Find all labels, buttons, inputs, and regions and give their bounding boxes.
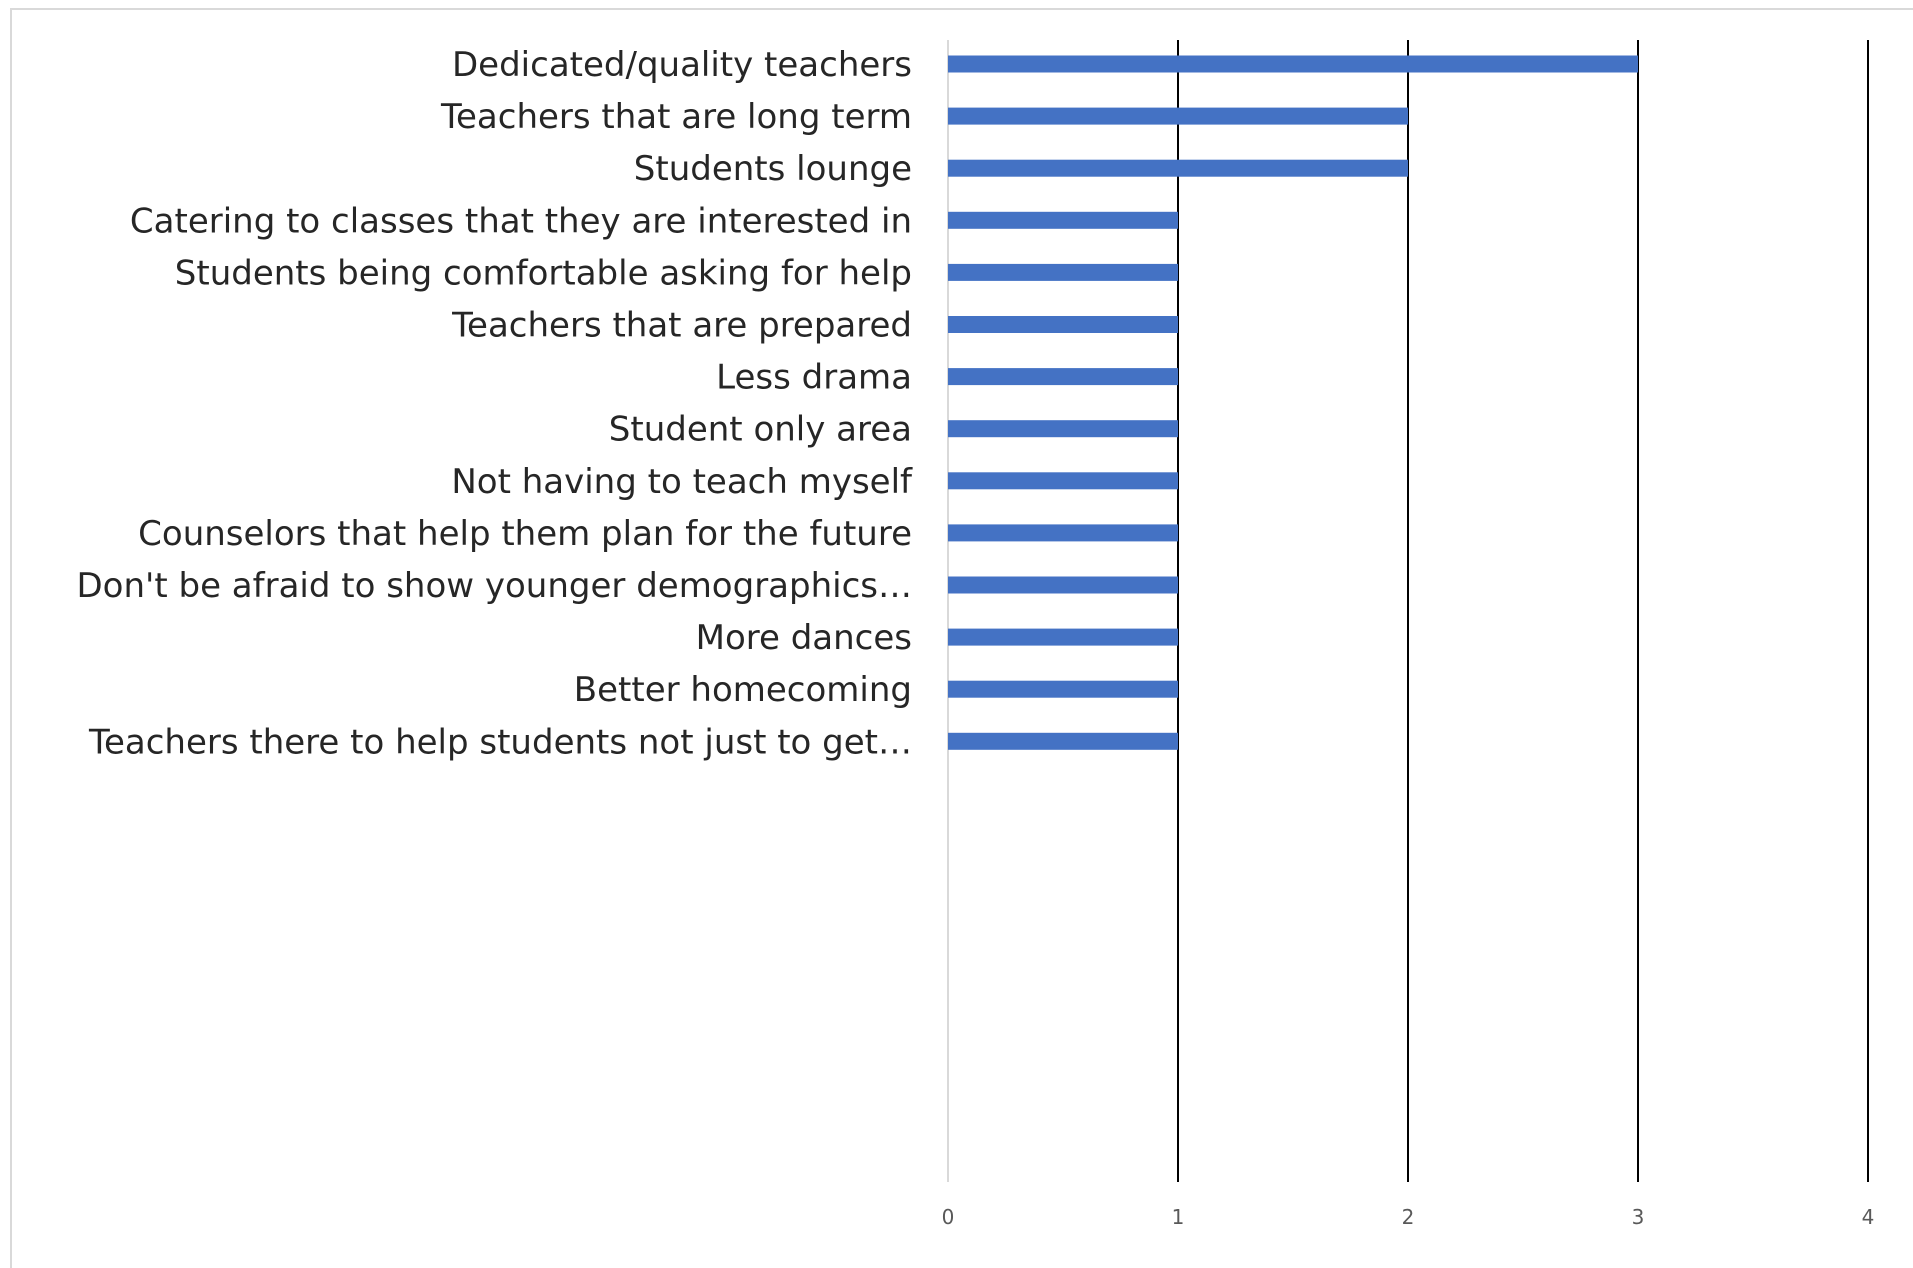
horizontal-bar-chart: Dedicated/quality teachers Teachers that … xyxy=(76,40,1875,1229)
x-tick-label: 4 xyxy=(1862,1205,1875,1229)
bar xyxy=(948,55,1638,73)
category-label: Don't be afraid to show younger demograp… xyxy=(76,566,912,606)
x-tick-label: 3 xyxy=(1632,1205,1645,1229)
category-labels: Dedicated/quality teachers Teachers that … xyxy=(76,45,913,762)
x-tick-label: 1 xyxy=(1172,1205,1185,1229)
bar xyxy=(948,263,1178,281)
category-label: Better homecoming xyxy=(574,670,912,710)
x-tick-label: 0 xyxy=(942,1205,955,1229)
bar xyxy=(948,316,1178,333)
category-label: Students being comfortable asking for he… xyxy=(175,253,912,293)
bar xyxy=(948,368,1178,386)
chart-frame: Dedicated/quality teachers Teachers that … xyxy=(10,8,1913,1268)
bar xyxy=(948,107,1408,125)
category-label: Students lounge xyxy=(634,149,912,189)
category-label: More dances xyxy=(696,618,912,658)
bar xyxy=(948,472,1178,490)
bar xyxy=(948,628,1178,646)
bars xyxy=(948,55,1638,750)
category-label: Counselors that help them plan for the f… xyxy=(138,514,912,554)
x-tick-labels: 0 1 2 3 4 xyxy=(942,1205,1875,1229)
bar xyxy=(948,211,1178,229)
x-tick-label: 2 xyxy=(1402,1205,1415,1229)
category-label: Teachers that are long term xyxy=(440,97,912,137)
category-label: Catering to classes that they are intere… xyxy=(130,201,912,241)
category-label: Not having to teach myself xyxy=(451,462,913,502)
gridlines xyxy=(947,40,1869,1182)
category-label: Teachers that are prepared xyxy=(451,306,912,346)
category-label: Less drama xyxy=(716,358,912,398)
bar xyxy=(948,576,1178,594)
category-label: Dedicated/quality teachers xyxy=(452,45,912,85)
bar xyxy=(948,420,1178,438)
bar xyxy=(948,680,1178,698)
bar xyxy=(948,732,1178,750)
bar xyxy=(948,524,1178,542)
bar xyxy=(948,159,1408,177)
category-label: Teachers there to help students not just… xyxy=(88,722,912,762)
category-label: Student only area xyxy=(609,410,912,450)
